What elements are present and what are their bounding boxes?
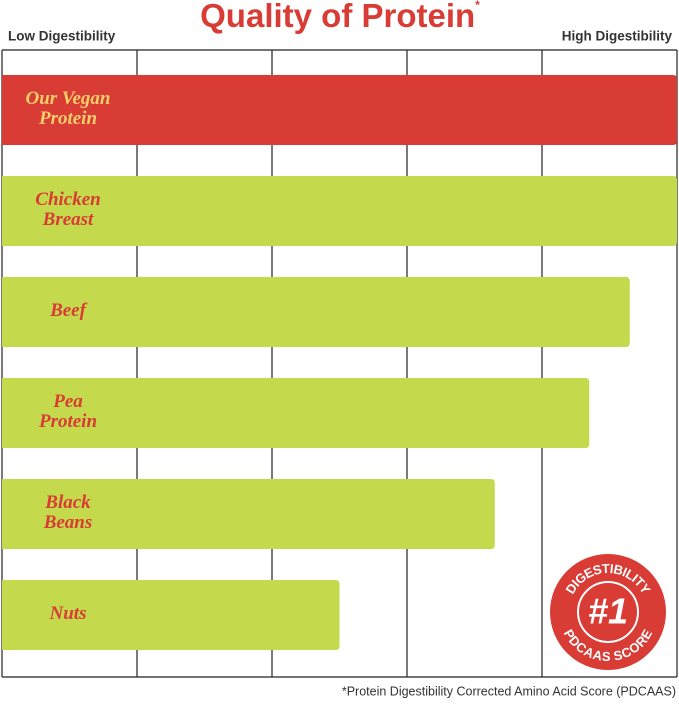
category-label: Beef [49, 300, 88, 321]
badge: DIGESTIBILITY PDCAAS SCORE #1 [550, 554, 666, 670]
category-label-line: Beans [43, 512, 93, 533]
grid [1, 50, 678, 677]
category-label-line: Nuts [49, 603, 87, 624]
category-label: Chicken Breast [35, 189, 100, 230]
category-label-line: Beef [49, 300, 88, 321]
bar [2, 75, 677, 145]
chart-title: Quality of Protein* [200, 0, 480, 34]
badge-ring [577, 581, 639, 643]
category-label: Our Vegan Protein [26, 88, 111, 129]
category-label-line: Pea [52, 391, 83, 412]
category-label-line: Protein [38, 411, 97, 432]
high-label: High Digestibility [562, 29, 673, 44]
title-mark: * [475, 0, 480, 12]
category-label: Nuts [49, 603, 87, 624]
bar [2, 176, 677, 246]
bar [2, 277, 630, 347]
category-label-line: Chicken [35, 189, 100, 210]
category-label-line: Black [44, 492, 91, 513]
title-text: Quality of Protein [200, 0, 475, 34]
bar [2, 580, 340, 650]
category-label-line: Protein [38, 108, 97, 129]
category-label-line: Breast [42, 209, 94, 230]
bar [2, 378, 590, 448]
category-label: Black Beans [43, 492, 93, 533]
badge-disc [550, 554, 666, 670]
category-label-line: Our Vegan [26, 88, 111, 109]
category-label: Pea Protein [38, 391, 97, 432]
low-label: Low Digestibility [8, 29, 116, 44]
bar [2, 479, 495, 549]
badge-number: #1 [588, 591, 628, 632]
footnote: *Protein Digestibility Corrected Amino A… [342, 684, 676, 698]
